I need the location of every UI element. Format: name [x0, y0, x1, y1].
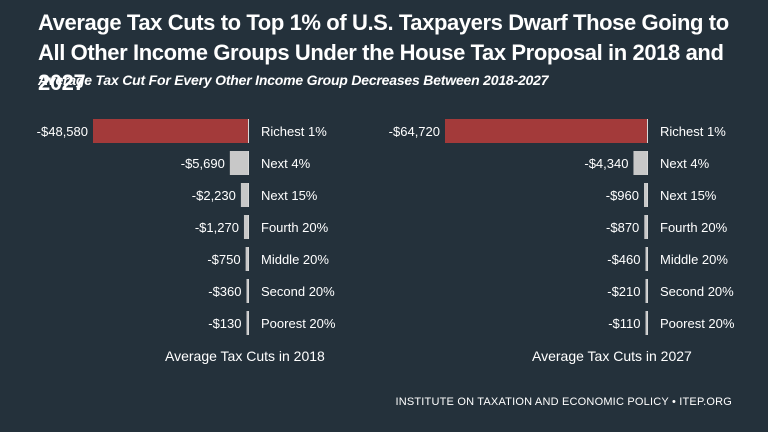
- value-label: -$460: [607, 252, 640, 267]
- value-label: -$2,230: [192, 188, 236, 203]
- category-label: Fourth 20%: [660, 220, 728, 235]
- value-label: -$48,580: [37, 124, 88, 139]
- value-label: -$4,340: [584, 156, 628, 171]
- category-label: Fourth 20%: [261, 220, 329, 235]
- category-label: Second 20%: [660, 284, 734, 299]
- bar-next-15-: [240, 183, 248, 207]
- category-label: Next 15%: [261, 188, 318, 203]
- value-label: -$360: [208, 284, 241, 299]
- bar-second-20-: [246, 279, 248, 303]
- category-label: Richest 1%: [660, 124, 726, 139]
- value-label: -$210: [607, 284, 640, 299]
- bar-middle-20-: [645, 247, 647, 271]
- chart-2018-svg: -$48,580 Richest 1% -$5,690 Next 4% -$2,230 N…: [37, 119, 336, 335]
- chart-2018: -$48,580 Richest 1% -$5,690 Next 4% -$2,230 N…: [0, 106, 384, 356]
- value-label: -$64,720: [389, 124, 440, 139]
- value-label: -$5,690: [181, 156, 225, 171]
- chart-2027-svg: -$64,720 Richest 1% -$4,340 Next 4% -$960 Nex…: [389, 119, 735, 335]
- category-label: Second 20%: [261, 284, 335, 299]
- category-label: Middle 20%: [660, 252, 728, 267]
- bar-poorest-20-: [246, 311, 248, 335]
- bar-fourth-20-: [644, 215, 647, 239]
- value-label: -$750: [207, 252, 240, 267]
- category-label: Middle 20%: [261, 252, 329, 267]
- bar-richest-1-: [93, 119, 248, 143]
- chart-2027-caption: Average Tax Cuts in 2027: [532, 348, 692, 364]
- value-label: -$960: [606, 188, 639, 203]
- chart-2027: -$64,720 Richest 1% -$4,340 Next 4% -$960 Nex…: [384, 106, 768, 356]
- category-label: Next 4%: [261, 156, 311, 171]
- bar-next-4-: [633, 151, 647, 175]
- bar-fourth-20-: [243, 215, 248, 239]
- bar-next-4-: [229, 151, 248, 175]
- category-label: Next 4%: [660, 156, 710, 171]
- bar-poorest-20-: [645, 311, 647, 335]
- category-label: Richest 1%: [261, 124, 327, 139]
- category-label: Next 15%: [660, 188, 717, 203]
- category-label: Poorest 20%: [261, 316, 336, 331]
- bar-middle-20-: [245, 247, 248, 271]
- value-label: -$130: [208, 316, 241, 331]
- footer-source: INSTITUTE ON TAXATION AND ECONOMIC POLIC…: [395, 396, 732, 408]
- chart-subtitle: Average Tax Cut For Every Other Income G…: [38, 72, 549, 88]
- bar-next-15-: [644, 183, 647, 207]
- category-label: Poorest 20%: [660, 316, 735, 331]
- bar-second-20-: [645, 279, 647, 303]
- bar-richest-1-: [445, 119, 647, 143]
- value-label: -$110: [608, 316, 640, 331]
- chart-title: Average Tax Cuts to Top 1% of U.S. Taxpa…: [38, 10, 729, 95]
- value-label: -$1,270: [195, 220, 239, 235]
- chart-2018-caption: Average Tax Cuts in 2018: [165, 348, 325, 364]
- value-label: -$870: [606, 220, 639, 235]
